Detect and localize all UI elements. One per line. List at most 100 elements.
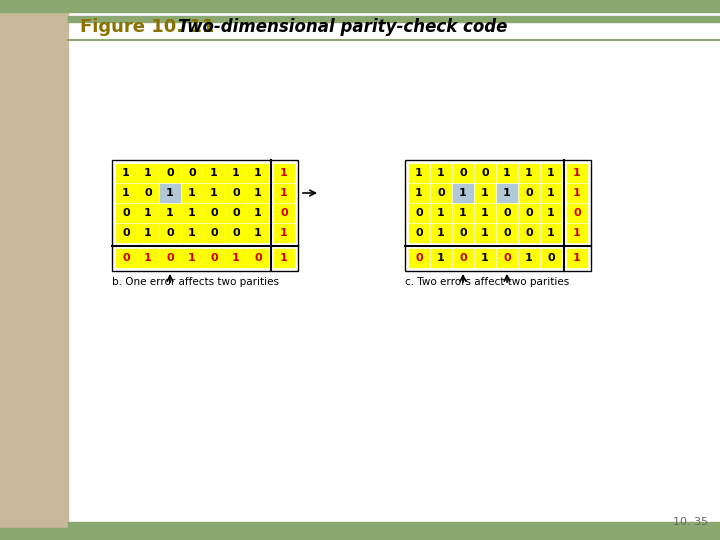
Bar [475, 184, 495, 202]
Text: 1: 1 [525, 168, 533, 178]
Bar [431, 249, 451, 267]
Text: 1: 1 [437, 208, 445, 218]
Bar [567, 184, 587, 202]
Bar [519, 224, 539, 242]
Text: 0: 0 [415, 208, 423, 218]
Bar [431, 164, 451, 182]
Bar [138, 204, 158, 222]
Text: 10. 35: 10. 35 [673, 517, 708, 527]
Bar [541, 224, 561, 242]
Bar [453, 184, 473, 202]
Text: 0: 0 [210, 253, 218, 263]
Text: 0: 0 [122, 228, 130, 238]
Bar [274, 249, 294, 267]
Text: 0: 0 [481, 168, 489, 178]
Bar [68, 522, 720, 528]
Text: 0: 0 [415, 253, 423, 263]
Text: 1: 1 [210, 168, 218, 178]
Text: 0: 0 [144, 188, 152, 198]
Text: 1: 1 [122, 168, 130, 178]
Text: 1: 1 [122, 188, 130, 198]
Text: 1: 1 [437, 168, 445, 178]
Text: 1: 1 [232, 168, 240, 178]
Bar [519, 184, 539, 202]
Text: 0: 0 [525, 188, 533, 198]
Text: 1: 1 [254, 168, 262, 178]
Text: 0: 0 [122, 208, 130, 218]
Bar [160, 204, 180, 222]
Text: 0: 0 [547, 253, 555, 263]
Text: 1: 1 [166, 188, 174, 198]
Bar [0, 528, 720, 540]
Bar [138, 249, 158, 267]
Text: 0: 0 [166, 168, 174, 178]
Bar [567, 164, 587, 182]
Bar [497, 249, 517, 267]
Bar [453, 224, 473, 242]
Text: 0: 0 [503, 228, 510, 238]
Bar [160, 184, 180, 202]
Bar [138, 184, 158, 202]
Bar [116, 184, 136, 202]
Text: 1: 1 [437, 253, 445, 263]
Bar [431, 204, 451, 222]
Bar [431, 184, 451, 202]
Text: 1: 1 [503, 188, 511, 198]
Bar [0, 0, 720, 12]
Text: 1: 1 [573, 253, 581, 263]
Bar [182, 164, 202, 182]
Bar [116, 204, 136, 222]
Bar [567, 249, 587, 267]
Text: 1: 1 [166, 208, 174, 218]
Bar [0, 0, 68, 540]
Bar [248, 204, 268, 222]
Text: 1: 1 [254, 208, 262, 218]
Text: 1: 1 [547, 228, 555, 238]
Bar [475, 249, 495, 267]
Text: 1: 1 [415, 188, 423, 198]
Text: 1: 1 [415, 168, 423, 178]
Text: 1: 1 [547, 188, 555, 198]
Bar [475, 224, 495, 242]
Text: c. Two errors affect two parities: c. Two errors affect two parities [405, 277, 570, 287]
Bar [475, 164, 495, 182]
Bar [567, 204, 587, 222]
Bar [453, 204, 473, 222]
Text: 1: 1 [188, 228, 196, 238]
Text: 1: 1 [280, 228, 288, 238]
Bar [248, 164, 268, 182]
Text: 1: 1 [144, 168, 152, 178]
Bar [204, 224, 224, 242]
Text: Figure 10. 11: Figure 10. 11 [80, 18, 215, 36]
Text: 1: 1 [481, 188, 489, 198]
Text: 1: 1 [437, 228, 445, 238]
Bar [274, 204, 294, 222]
Bar [541, 249, 561, 267]
Text: 1: 1 [481, 228, 489, 238]
Bar [497, 184, 517, 202]
Text: Two-dimensional parity-check code: Two-dimensional parity-check code [178, 18, 508, 36]
Bar [160, 249, 180, 267]
Text: 1: 1 [280, 188, 288, 198]
Bar [182, 184, 202, 202]
Text: 1: 1 [280, 253, 288, 263]
Text: 0: 0 [573, 208, 581, 218]
Bar [182, 224, 202, 242]
Bar [226, 184, 246, 202]
Text: 0: 0 [188, 168, 196, 178]
Text: 1: 1 [573, 188, 581, 198]
Text: 1: 1 [280, 168, 288, 178]
Text: 0: 0 [122, 253, 130, 263]
Text: 0: 0 [232, 228, 240, 238]
Bar [409, 164, 429, 182]
Bar [226, 164, 246, 182]
Bar [138, 164, 158, 182]
Bar [116, 249, 136, 267]
Bar [160, 224, 180, 242]
Bar [274, 164, 294, 182]
Text: 0: 0 [503, 208, 510, 218]
Text: 0: 0 [166, 228, 174, 238]
Text: 1: 1 [547, 208, 555, 218]
Text: 1: 1 [459, 208, 467, 218]
Text: 1: 1 [144, 253, 152, 263]
